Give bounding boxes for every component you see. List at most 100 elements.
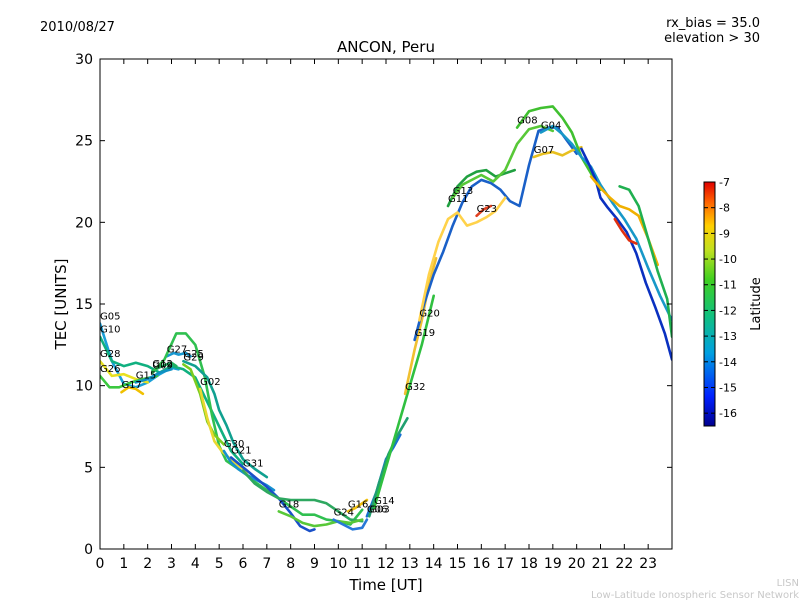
x-axis: 0 1 2 3 4 5 6 7 8 9 10 11 12 13 14 15 16 17 18 19 20 21 22 23 — [96, 59, 657, 572]
series-line-g08 — [515, 105, 602, 191]
series-label-g17: G17 — [121, 380, 141, 391]
series-line-g18 — [277, 510, 364, 528]
colorbar-tick-label: -14 — [719, 356, 737, 369]
series-label-g32: G32 — [405, 382, 425, 393]
rx-bias-label: rx_bias = 35.0 — [666, 16, 760, 31]
x-tick-label: 8 — [286, 556, 295, 572]
series-line-g03 — [367, 416, 409, 518]
series-line-g32 — [403, 256, 438, 396]
y-tick-label: 25 — [75, 134, 93, 150]
series-label-g05: G05 — [100, 312, 120, 323]
x-tick-label: 11 — [353, 556, 371, 572]
x-axis-label: Time [UT] — [348, 576, 422, 594]
series-line-g-d4 — [618, 185, 672, 339]
series-label-g04: G04 — [541, 121, 561, 132]
series-line-g04 — [539, 124, 672, 322]
x-tick-label: 18 — [520, 556, 538, 572]
satellite-label-layer: G05G10G28G26G17G15G12G27G09G29G25G02G30G… — [100, 116, 561, 519]
network-long-label: Low-Latitude Ionospheric Sensor Network — [591, 590, 799, 600]
x-tick-label: 6 — [239, 556, 248, 572]
x-tick-label: 13 — [401, 556, 419, 572]
series-label-g03: G03 — [369, 504, 389, 515]
x-tick-label: 10 — [329, 556, 347, 572]
x-tick-label: 19 — [544, 556, 562, 572]
series-line-g20 — [418, 196, 507, 322]
series-line-g-d3 — [613, 217, 638, 245]
series-label-g26: G26 — [100, 364, 120, 375]
series-line-g11 — [446, 168, 517, 208]
y-tick-label: 30 — [75, 52, 93, 68]
series-line-g23 — [475, 204, 493, 218]
colorbar-tick-label: -7 — [719, 176, 730, 189]
colorbar — [703, 181, 716, 427]
series-layer — [100, 105, 672, 533]
colorbar-tick-label: -12 — [719, 304, 737, 317]
series-label-g12: G12 — [152, 359, 172, 370]
series-line-g07 — [532, 145, 583, 159]
x-tick-label: 14 — [425, 556, 443, 572]
x-tick-label: 20 — [568, 556, 586, 572]
series-label-g13: G13 — [453, 186, 473, 197]
colorbar-label: Latitude — [749, 277, 764, 331]
x-tick-label: 0 — [96, 556, 105, 572]
series-line-g02 — [198, 387, 250, 474]
series-line-g27 — [165, 351, 192, 358]
series-label-g06: G06 — [367, 504, 387, 515]
x-tick-label: 17 — [496, 556, 514, 572]
series-label-g11: G11 — [448, 194, 468, 205]
x-tick-label: 15 — [449, 556, 467, 572]
date-label: 2010/08/27 — [40, 20, 115, 35]
x-tick-label: 23 — [639, 556, 657, 572]
x-tick-label: 22 — [615, 556, 633, 572]
series-label-g09: G09 — [152, 361, 172, 372]
series-label-g31: G31 — [243, 459, 263, 470]
y-tick-label: 15 — [75, 297, 93, 313]
series-line-g10 — [100, 335, 245, 466]
x-tick-label: 4 — [191, 556, 200, 572]
series-label-g08: G08 — [517, 116, 537, 127]
colorbar-tick-label: -16 — [719, 407, 737, 420]
y-tick-label: 0 — [84, 542, 93, 558]
colorbar-tick-label: -13 — [719, 330, 737, 343]
chart-title: ANCON, Peru — [337, 38, 435, 56]
series-label-g23: G23 — [477, 204, 497, 215]
x-tick-label: 3 — [167, 556, 176, 572]
y-axis-label: TEC [UNITS] — [52, 259, 70, 351]
y-tick-label: 5 — [84, 460, 93, 476]
x-tick-label: 5 — [215, 556, 224, 572]
colorbar-tick-label: -8 — [719, 202, 730, 215]
elevation-label: elevation > 30 — [664, 31, 760, 46]
series-label-g14: G14 — [374, 496, 394, 507]
series-label-g24: G24 — [334, 508, 354, 519]
series-label-g28: G28 — [100, 349, 120, 360]
series-label-g10: G10 — [100, 325, 120, 336]
series-label-g18: G18 — [279, 499, 299, 510]
series-label-g20: G20 — [419, 308, 439, 319]
x-tick-label: 16 — [472, 556, 490, 572]
y-tick-label: 20 — [75, 215, 93, 231]
series-label-g07: G07 — [534, 145, 554, 156]
series-label-g27: G27 — [167, 344, 187, 355]
series-line-g13 — [451, 124, 555, 200]
x-tick-label: 12 — [377, 556, 395, 572]
x-tick-label: 21 — [592, 556, 610, 572]
series-line-g17 — [120, 385, 145, 396]
colorbar-tick-label: -11 — [719, 279, 737, 292]
series-label-g15: G15 — [136, 370, 156, 381]
x-tick-label: 9 — [310, 556, 319, 572]
x-tick-label: 7 — [262, 556, 271, 572]
y-tick-label: 10 — [75, 379, 93, 395]
series-label-g29: G29 — [183, 352, 203, 363]
series-label-g25: G25 — [183, 349, 203, 360]
series-line-g16 — [346, 498, 369, 513]
colorbar-tick-label: -15 — [719, 381, 737, 394]
colorbar-ticks: -7 -8 -9 -10 -11 -12 -13 -14 -15 -16 — [704, 176, 737, 420]
colorbar-tick-label: -9 — [719, 227, 730, 240]
series-line-g-d1 — [580, 147, 672, 361]
series-line-g25 — [182, 359, 269, 479]
series-label-g19: G19 — [415, 328, 435, 339]
series-label-g02: G02 — [200, 377, 220, 388]
series-line-g14 — [372, 294, 436, 510]
series-line-g31 — [241, 469, 364, 523]
